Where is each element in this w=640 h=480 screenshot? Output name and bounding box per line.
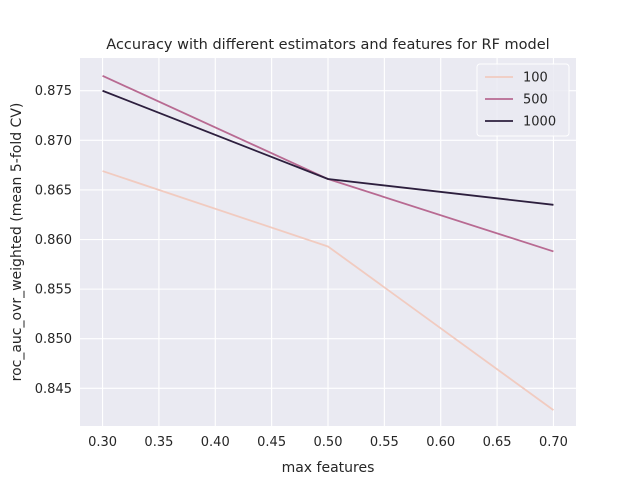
legend-label-100: 100 (523, 71, 548, 86)
x-tick-label: 0.40 (201, 435, 230, 450)
legend-label-1000: 1000 (523, 115, 556, 130)
x-tick-labels: 0.30 0.35 0.40 0.45 0.50 0.55 0.60 0.65 0.70 (88, 435, 568, 450)
legend-label-500: 500 (523, 93, 548, 108)
y-tick-label: 0.855 (35, 283, 72, 298)
y-tick-label: 0.850 (35, 332, 72, 347)
legend: 100 500 1000 (476, 63, 570, 137)
y-tick-label: 0.865 (35, 183, 72, 198)
y-tick-label: 0.860 (35, 233, 72, 248)
chart-title: Accuracy with different estimators and f… (106, 37, 549, 53)
y-tick-label: 0.870 (35, 134, 72, 149)
x-tick-label: 0.55 (370, 435, 399, 450)
y-tick-labels: 0.845 0.850 0.855 0.860 0.865 0.870 0.875 (35, 84, 72, 397)
x-tick-label: 0.70 (539, 435, 568, 450)
x-tick-label: 0.65 (483, 435, 512, 450)
x-tick-label: 0.30 (88, 435, 117, 450)
y-tick-label: 0.845 (35, 382, 72, 397)
x-axis-label: max features (282, 460, 375, 476)
x-tick-label: 0.50 (314, 435, 343, 450)
x-tick-label: 0.35 (144, 435, 173, 450)
series-lines (102, 75, 554, 411)
y-tick-label: 0.875 (35, 84, 72, 99)
y-axis-label: roc_auc_ovr_weighted (mean 5-fold CV) (9, 103, 25, 382)
x-tick-label: 0.60 (426, 435, 455, 450)
series-line-1000 (102, 89, 554, 206)
x-tick-label: 0.45 (257, 435, 286, 450)
series-line-100 (102, 170, 554, 411)
legend-box (476, 63, 570, 137)
